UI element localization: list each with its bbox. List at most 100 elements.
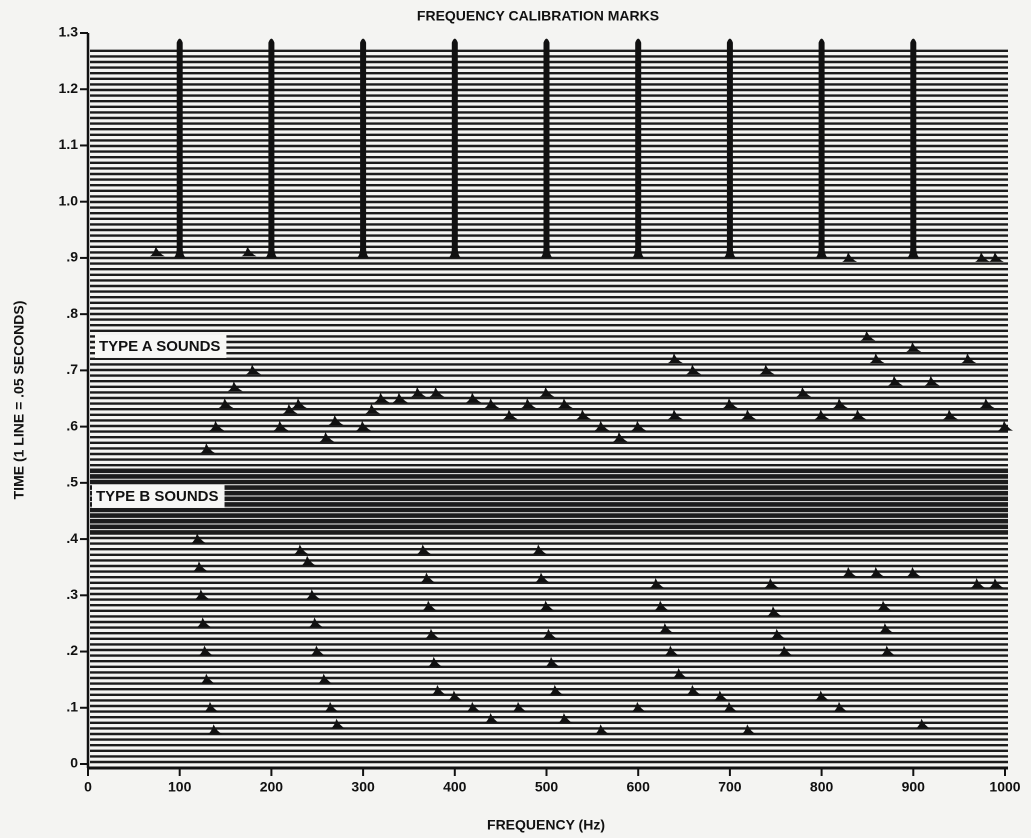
peak <box>770 628 786 639</box>
peak <box>200 673 216 684</box>
annotation-box <box>92 484 225 508</box>
peak <box>741 409 757 420</box>
peak <box>542 628 558 639</box>
peak <box>424 628 440 639</box>
x-axis-label: FREQUENCY (Hz) <box>487 817 605 833</box>
peak <box>207 724 223 735</box>
calibration-mark <box>815 38 828 258</box>
calibration-mark <box>173 38 186 258</box>
peak <box>842 251 858 262</box>
peak <box>557 398 573 409</box>
peak <box>203 701 219 712</box>
x-tick-label: 800 <box>810 779 834 795</box>
peak <box>759 364 775 375</box>
peak <box>851 409 867 420</box>
peak <box>539 386 555 397</box>
x-tick-label: 200 <box>260 779 284 795</box>
peak <box>796 386 812 397</box>
peak <box>988 251 1004 262</box>
peak <box>466 392 482 403</box>
calibration-mark <box>265 38 278 258</box>
peak <box>998 420 1013 431</box>
peak <box>374 392 390 403</box>
peak <box>878 623 894 634</box>
peak <box>431 684 447 695</box>
peak <box>227 381 243 392</box>
chart-title: FREQUENCY CALIBRATION MARKS <box>417 8 659 24</box>
peak <box>887 375 903 386</box>
peak <box>317 673 333 684</box>
peak <box>649 578 665 589</box>
peak <box>218 398 234 409</box>
y-tick-label: 1.2 <box>59 80 79 96</box>
peak <box>330 718 346 729</box>
peak <box>842 566 858 577</box>
x-tick-label: 400 <box>443 779 467 795</box>
peak <box>764 578 780 589</box>
peak <box>869 566 885 577</box>
calibration-mark <box>907 38 920 258</box>
peak <box>686 364 702 375</box>
peak <box>200 443 216 454</box>
peak <box>975 251 991 262</box>
peak <box>539 600 555 611</box>
peak <box>741 724 757 735</box>
peak <box>198 645 214 656</box>
peak <box>308 617 324 628</box>
peak <box>149 246 165 257</box>
peak <box>310 645 326 656</box>
peak <box>427 656 443 667</box>
peak <box>241 246 257 257</box>
peak <box>194 589 210 600</box>
peak <box>209 420 225 431</box>
peak <box>722 398 738 409</box>
peak <box>979 398 995 409</box>
peak <box>324 701 340 712</box>
peak <box>305 589 321 600</box>
y-axis-label: TIME (1 LINE = .05 SECONDS) <box>11 301 27 500</box>
peak <box>420 572 436 583</box>
peak <box>612 431 628 442</box>
peak <box>545 656 561 667</box>
peak <box>502 409 518 420</box>
peak <box>713 690 729 701</box>
peak <box>667 353 683 364</box>
peak <box>777 645 793 656</box>
calibration-mark <box>723 38 736 258</box>
peak <box>594 420 610 431</box>
peak <box>631 701 647 712</box>
peak <box>686 684 702 695</box>
x-tick-label: 300 <box>351 779 375 795</box>
x-tick-label: 100 <box>168 779 192 795</box>
peak <box>664 645 680 656</box>
x-tick-label: 500 <box>535 779 559 795</box>
peak <box>521 398 537 409</box>
peak <box>273 420 289 431</box>
x-tick-label: 600 <box>627 779 651 795</box>
peak <box>869 353 885 364</box>
peak <box>411 386 427 397</box>
peak <box>722 701 738 712</box>
peak <box>416 544 432 555</box>
peak <box>557 713 573 724</box>
y-tick-label: .4 <box>66 530 78 546</box>
calibration-mark <box>448 38 461 258</box>
peak <box>484 713 500 724</box>
peak <box>654 600 670 611</box>
peak <box>880 645 896 656</box>
peak <box>576 409 592 420</box>
peak <box>192 561 208 572</box>
peak <box>631 420 647 431</box>
peak <box>392 392 408 403</box>
annotation: TYPE A SOUNDS <box>99 338 220 355</box>
peak <box>832 398 848 409</box>
peak <box>860 330 876 341</box>
peak <box>356 420 372 431</box>
peak <box>942 409 958 420</box>
peak <box>814 690 830 701</box>
annotation-box <box>95 334 227 358</box>
peak <box>906 341 922 352</box>
peak <box>906 566 922 577</box>
peak <box>915 718 931 729</box>
peak <box>534 572 550 583</box>
